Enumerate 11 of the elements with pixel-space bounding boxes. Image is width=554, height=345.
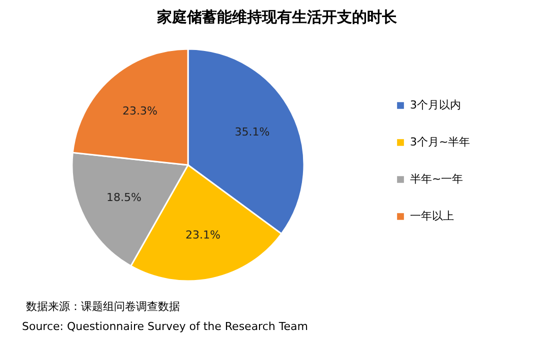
data-label: 23.3% [122, 104, 158, 118]
legend-label: 一年以上 [410, 210, 454, 222]
data-label: 23.1% [186, 228, 221, 242]
legend-label: 半年~一年 [410, 172, 464, 186]
source-note: 数据来源：课题组问卷调查数据 [26, 300, 180, 313]
legend-label: 3个月以内 [410, 98, 461, 112]
legend-label: 3个月~半年 [410, 136, 470, 148]
data-label: 35.1% [234, 126, 270, 139]
source-note: Source: Questionnaire Survey of the Research Team [22, 320, 308, 333]
chart-title: 家庭储蓄能维持现有生活开支的时长 [156, 8, 398, 26]
data-label: 18.5% [106, 190, 142, 204]
